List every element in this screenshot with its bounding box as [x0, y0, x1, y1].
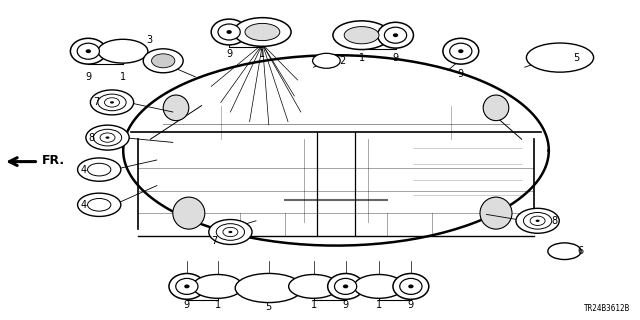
Ellipse shape: [536, 220, 540, 222]
Text: 9: 9: [226, 49, 232, 60]
Ellipse shape: [516, 208, 559, 233]
Text: 4: 4: [80, 164, 86, 175]
Ellipse shape: [110, 101, 114, 104]
Ellipse shape: [450, 43, 472, 59]
Text: 6: 6: [577, 246, 584, 256]
Ellipse shape: [152, 54, 175, 68]
Ellipse shape: [106, 136, 109, 139]
Ellipse shape: [216, 224, 244, 240]
Ellipse shape: [211, 19, 247, 45]
Ellipse shape: [548, 243, 581, 260]
Text: 1: 1: [120, 72, 126, 82]
Text: 1: 1: [376, 300, 382, 310]
Text: 8: 8: [88, 132, 95, 143]
Ellipse shape: [524, 212, 552, 229]
Text: 1: 1: [214, 300, 221, 310]
Ellipse shape: [480, 197, 512, 229]
Text: 9: 9: [392, 52, 399, 63]
Ellipse shape: [169, 274, 205, 299]
Ellipse shape: [393, 274, 429, 299]
Ellipse shape: [223, 227, 238, 237]
Ellipse shape: [209, 220, 252, 244]
Ellipse shape: [88, 163, 111, 176]
Text: 8: 8: [552, 216, 558, 226]
Ellipse shape: [77, 158, 121, 181]
Ellipse shape: [143, 49, 183, 73]
Ellipse shape: [443, 38, 479, 64]
Ellipse shape: [88, 198, 111, 211]
Ellipse shape: [173, 197, 205, 229]
Text: 1: 1: [310, 300, 317, 310]
Text: 9: 9: [85, 72, 92, 82]
Text: 7: 7: [211, 236, 218, 246]
Ellipse shape: [100, 133, 115, 142]
Ellipse shape: [400, 278, 422, 294]
Ellipse shape: [385, 27, 406, 43]
Text: 7: 7: [93, 97, 99, 108]
Ellipse shape: [98, 94, 126, 111]
Ellipse shape: [98, 39, 148, 63]
Text: 4: 4: [80, 200, 86, 210]
Ellipse shape: [245, 23, 280, 41]
Ellipse shape: [86, 125, 129, 150]
Ellipse shape: [458, 49, 463, 53]
Text: 5: 5: [266, 302, 272, 312]
Ellipse shape: [184, 284, 189, 288]
Ellipse shape: [77, 43, 99, 59]
Ellipse shape: [335, 278, 356, 294]
Text: 5: 5: [573, 52, 579, 63]
Ellipse shape: [90, 90, 134, 115]
Ellipse shape: [70, 38, 106, 64]
Ellipse shape: [234, 18, 291, 46]
Ellipse shape: [289, 275, 339, 298]
Text: 1: 1: [259, 49, 266, 60]
Polygon shape: [124, 55, 548, 245]
Ellipse shape: [328, 274, 364, 299]
Ellipse shape: [343, 284, 348, 288]
Ellipse shape: [354, 275, 404, 298]
Ellipse shape: [408, 284, 413, 288]
Text: 3: 3: [146, 35, 152, 45]
Ellipse shape: [93, 129, 122, 146]
Ellipse shape: [77, 193, 121, 216]
Ellipse shape: [218, 24, 240, 40]
Ellipse shape: [163, 95, 189, 121]
Ellipse shape: [176, 278, 198, 294]
Ellipse shape: [526, 43, 594, 72]
Ellipse shape: [312, 53, 340, 68]
Ellipse shape: [344, 27, 379, 44]
Text: 1: 1: [358, 52, 365, 63]
Ellipse shape: [193, 275, 243, 298]
Text: 9: 9: [342, 300, 349, 310]
Text: 9: 9: [184, 300, 190, 310]
Text: 9: 9: [408, 300, 414, 310]
Ellipse shape: [378, 22, 413, 48]
Ellipse shape: [530, 216, 545, 226]
Ellipse shape: [86, 49, 91, 53]
Ellipse shape: [483, 95, 509, 121]
Text: FR.: FR.: [42, 154, 65, 166]
Text: 9: 9: [458, 68, 464, 79]
Text: 2: 2: [339, 56, 346, 66]
Ellipse shape: [393, 33, 398, 37]
Ellipse shape: [228, 231, 232, 233]
Ellipse shape: [236, 273, 303, 303]
Ellipse shape: [104, 98, 120, 107]
Ellipse shape: [227, 30, 232, 34]
Text: TR24B3612B: TR24B3612B: [584, 304, 630, 313]
Ellipse shape: [333, 21, 390, 50]
